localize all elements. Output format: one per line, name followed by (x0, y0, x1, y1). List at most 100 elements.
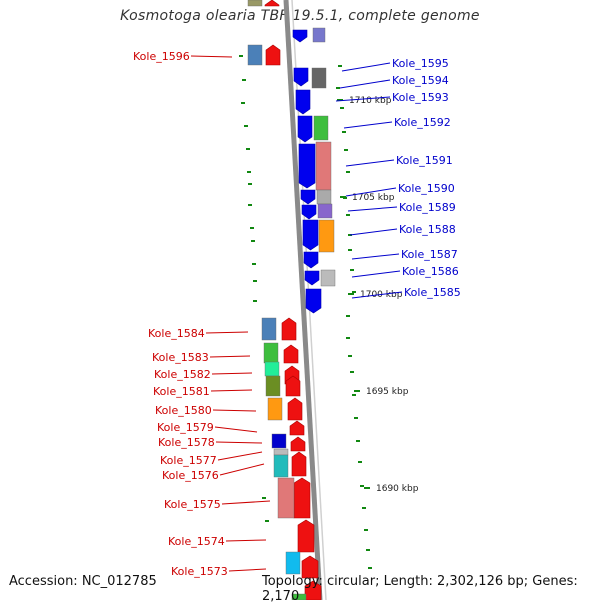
forward-gene-label: Kole_1592 (394, 116, 451, 129)
reverse-gene-leader (211, 372, 253, 375)
reverse-gene-arrow (293, 477, 311, 519)
forward-gene-label: Kole_1589 (399, 201, 456, 214)
gene-block (271, 433, 287, 449)
forward-gene-arrow (292, 29, 308, 43)
gene-block (273, 448, 289, 456)
reverse-gene-leader (205, 331, 249, 334)
gene-block (291, 593, 307, 600)
gene-block (311, 67, 327, 89)
forward-gene-leader (351, 270, 401, 278)
reverse-gene-label: Kole_1575 (164, 498, 221, 511)
reverse-gene-leader (225, 539, 267, 542)
backbone-line (283, 0, 323, 600)
gene-block (317, 203, 333, 219)
forward-gene-label: Kole_1585 (404, 286, 461, 299)
reverse-gene-leader (212, 409, 257, 412)
gene-block (267, 397, 283, 421)
forward-gene-leader (351, 253, 400, 260)
gene-block (247, 44, 263, 66)
forward-gene-leader (345, 159, 395, 167)
reverse-gene-leader (217, 451, 263, 461)
reverse-gene-leader (221, 500, 271, 505)
forward-gene-label: Kole_1586 (402, 265, 459, 278)
reverse-gene-arrow (304, 580, 322, 600)
gene-block (320, 269, 336, 287)
reverse-gene-leader (219, 463, 265, 476)
gene-block (315, 141, 332, 191)
reverse-gene-arrow (289, 420, 305, 436)
gene-block (273, 454, 289, 478)
reverse-gene-leader (190, 55, 233, 58)
forward-gene-label: Kole_1587 (401, 248, 458, 261)
reverse-gene-arrow (264, 0, 280, 7)
gene-block (313, 115, 329, 141)
reverse-gene-label: Kole_1582 (154, 368, 211, 381)
reverse-gene-label: Kole_1584 (148, 327, 205, 340)
reverse-gene-leader (209, 355, 251, 358)
forward-gene-arrow (304, 270, 320, 286)
forward-gene-arrow (300, 189, 316, 205)
reverse-gene-arrow (265, 44, 281, 66)
accession-text: Accession: NC_012785 (9, 574, 157, 589)
forward-gene-arrow (305, 288, 322, 314)
reverse-gene-arrow (281, 317, 297, 341)
reverse-gene-label: Kole_1579 (157, 421, 214, 434)
gene-block (265, 375, 281, 397)
forward-gene-leader (351, 291, 403, 299)
forward-gene-arrow (293, 67, 309, 87)
forward-gene-arrow (295, 89, 311, 115)
forward-gene-leader (335, 96, 391, 102)
reverse-gene-arrow (291, 451, 307, 477)
gene-block (263, 342, 279, 364)
gene-block (264, 361, 280, 377)
forward-gene-label: Kole_1591 (396, 154, 453, 167)
forward-gene-leader (345, 187, 397, 197)
reverse-gene-label: Kole_1583 (152, 351, 209, 364)
reverse-gene-label: Kole_1574 (168, 535, 225, 548)
reverse-gene-leader (228, 568, 267, 572)
reverse-gene-leader (214, 426, 258, 433)
reverse-gene-label: Kole_1576 (162, 469, 219, 482)
gene-block (285, 551, 301, 575)
reverse-gene-label: Kole_1578 (158, 436, 215, 449)
forward-gene-leader (347, 206, 398, 212)
forward-gene-label: Kole_1590 (398, 182, 455, 195)
kbp-label: 1695 kbp (366, 387, 409, 397)
reverse-gene-label: Kole_1580 (155, 404, 212, 417)
reverse-gene-label: Kole_1577 (160, 454, 217, 467)
kbp-label: 1690 kbp (376, 484, 419, 494)
reverse-gene-leader (215, 441, 263, 444)
reverse-gene-arrow (301, 555, 319, 579)
forward-gene-arrow (298, 143, 316, 189)
reverse-gene-leader (210, 389, 253, 392)
gene-block (312, 27, 326, 43)
reverse-gene-arrow (297, 519, 315, 553)
forward-gene-label: Kole_1593 (392, 91, 449, 104)
kbp-label: 1700 kbp (360, 290, 403, 300)
genome-title: Kosmotoga olearia TBF 19.5.1, complete g… (120, 8, 480, 24)
forward-gene-arrow (301, 204, 317, 220)
forward-gene-arrow (302, 219, 319, 251)
reverse-gene-arrow (285, 375, 301, 397)
gene-block (318, 219, 335, 253)
forward-gene-label: Kole_1595 (392, 57, 449, 70)
gene-block (277, 477, 295, 519)
forward-gene-arrow (303, 251, 319, 269)
reverse-gene-label: Kole_1573 (171, 565, 228, 578)
forward-gene-leader (343, 121, 393, 129)
kbp-label: 1705 kbp (352, 193, 395, 203)
forward-gene-leader (341, 62, 391, 72)
forward-gene-leader (339, 79, 391, 89)
reverse-gene-arrow (287, 397, 303, 421)
gene-block (261, 317, 277, 341)
gene-block (316, 189, 332, 205)
reverse-gene-arrow (283, 344, 299, 364)
reverse-gene-label: Kole_1581 (153, 385, 210, 398)
reverse-gene-label: Kole_1596 (133, 50, 190, 63)
forward-gene-label: Kole_1594 (392, 74, 449, 87)
forward-gene-label: Kole_1588 (399, 223, 456, 236)
kbp-label: 1710 kbp (349, 96, 392, 106)
forward-gene-arrow (297, 115, 313, 143)
gene-block (247, 0, 263, 7)
